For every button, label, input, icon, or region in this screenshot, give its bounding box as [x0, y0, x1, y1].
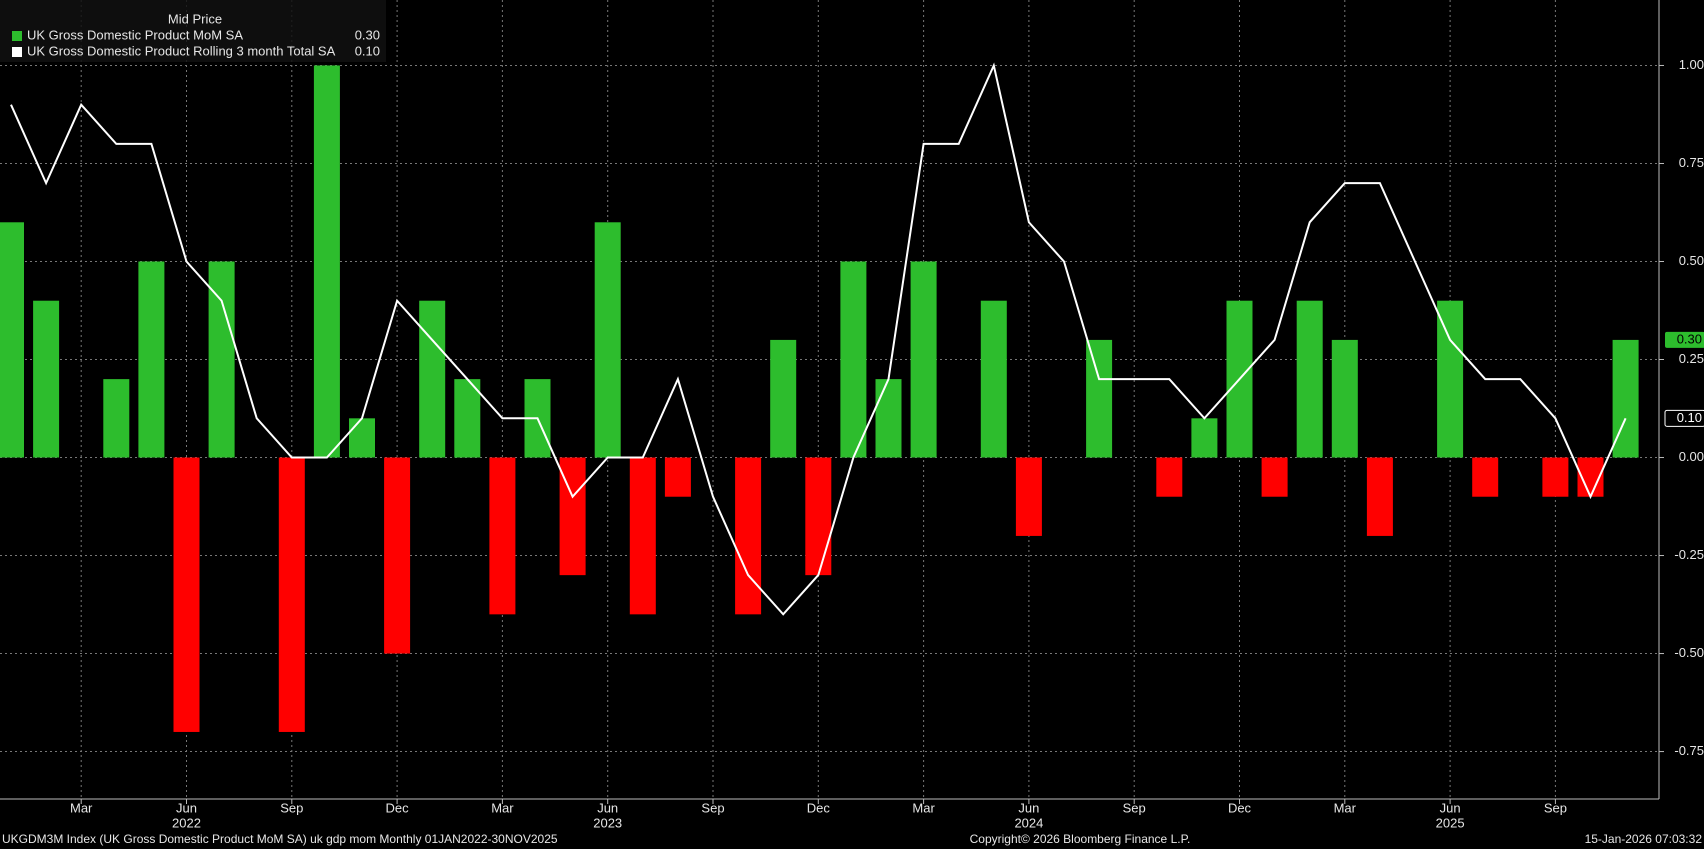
bar [419, 300, 446, 458]
bar [454, 379, 481, 458]
x-year-label: 2025 [1436, 815, 1465, 830]
bar [349, 418, 375, 458]
bar [629, 457, 656, 615]
legend-swatch [12, 47, 22, 57]
legend-box [0, 0, 386, 62]
bar [840, 261, 867, 458]
footer-left: UKGDM3M Index (UK Gross Domestic Product… [2, 832, 558, 846]
x-year-label: 2022 [172, 815, 201, 830]
bar [278, 457, 305, 732]
x-tick-label: Dec [807, 800, 831, 815]
legend-label: UK Gross Domestic Product MoM SA [27, 27, 243, 42]
y-tick-label: -0.75 [1674, 743, 1704, 758]
bar [1261, 457, 1288, 497]
legend-title: Mid Price [168, 11, 222, 26]
y-tick-label: 1.00 [1679, 57, 1704, 72]
bar [384, 457, 411, 654]
bar [1156, 457, 1183, 497]
legend: UK Gross Domestic Product MoM SA 0.30 UK G… [12, 27, 380, 58]
x-year-label: 2023 [593, 815, 622, 830]
bar [1015, 457, 1042, 536]
x-tick-label: Sep [280, 800, 303, 815]
y-tick-label: 0.75 [1679, 155, 1704, 170]
y-tick-label: -0.25 [1674, 547, 1704, 562]
y-tick-label: 0.00 [1679, 449, 1704, 464]
last-value-label: 0.30 [1677, 331, 1702, 346]
x-tick-label: Dec [386, 800, 410, 815]
bar [33, 300, 60, 458]
bar [664, 457, 691, 497]
x-tick-label: Jun [176, 800, 197, 815]
bar [910, 261, 937, 458]
bar [1086, 339, 1113, 458]
bar [1366, 457, 1393, 536]
bar [770, 339, 797, 458]
x-tick-label: Mar [491, 800, 514, 815]
bar [489, 457, 516, 615]
bar [0, 222, 24, 458]
x-tick-label: Jun [597, 800, 618, 815]
legend-value: 0.30 [355, 27, 380, 42]
y-tick-label: 0.50 [1679, 253, 1704, 268]
y-tick-label: 0.25 [1679, 351, 1704, 366]
y-tick-label: -0.50 [1674, 645, 1704, 660]
bar [805, 457, 832, 576]
bar [1331, 339, 1358, 458]
line [10, 62, 1627, 616]
bar [1542, 457, 1569, 497]
x-tick-label: Sep [1544, 800, 1567, 815]
x-tick-label: Jun [1018, 800, 1039, 815]
x-tick-label: Mar [1334, 800, 1357, 815]
bar [1437, 300, 1464, 458]
bar [103, 379, 130, 458]
last-value-tag [1664, 409, 1704, 427]
legend-swatch [12, 31, 22, 41]
bar [594, 222, 621, 458]
x-tick-label: Mar [912, 800, 935, 815]
bar [1472, 457, 1499, 497]
x-year-label: 2024 [1014, 815, 1043, 830]
bar [313, 65, 340, 458]
bar [208, 261, 235, 458]
bar [1296, 300, 1323, 458]
marks [0, 62, 1639, 732]
x-tick-label: Sep [701, 800, 724, 815]
footer-center: Copyright© 2026 Bloomberg Finance L.P. [970, 832, 1191, 846]
bar [173, 457, 200, 732]
last-value-label: 0.10 [1677, 410, 1702, 425]
last-value-tag [1665, 331, 1704, 348]
bar [138, 261, 165, 458]
footer-right: 15-Jan-2026 07:03:32 [1585, 832, 1703, 846]
legend-value: 0.10 [355, 43, 380, 58]
x-tick-label: Dec [1228, 800, 1252, 815]
axes: 1.00 0.75 0.50 0.25 0.00 -0.25 -0.50 -0.75 Mar Ju… [70, 57, 1704, 830]
x-tick-label: Sep [1123, 800, 1146, 815]
x-tick-label: Mar [70, 800, 93, 815]
bar [980, 300, 1007, 458]
x-tick-label: Jun [1440, 800, 1461, 815]
bar [875, 379, 902, 458]
bar [1191, 418, 1218, 458]
bar [735, 457, 762, 615]
legend-label: UK Gross Domestic Product Rolling 3 mont… [27, 43, 336, 58]
